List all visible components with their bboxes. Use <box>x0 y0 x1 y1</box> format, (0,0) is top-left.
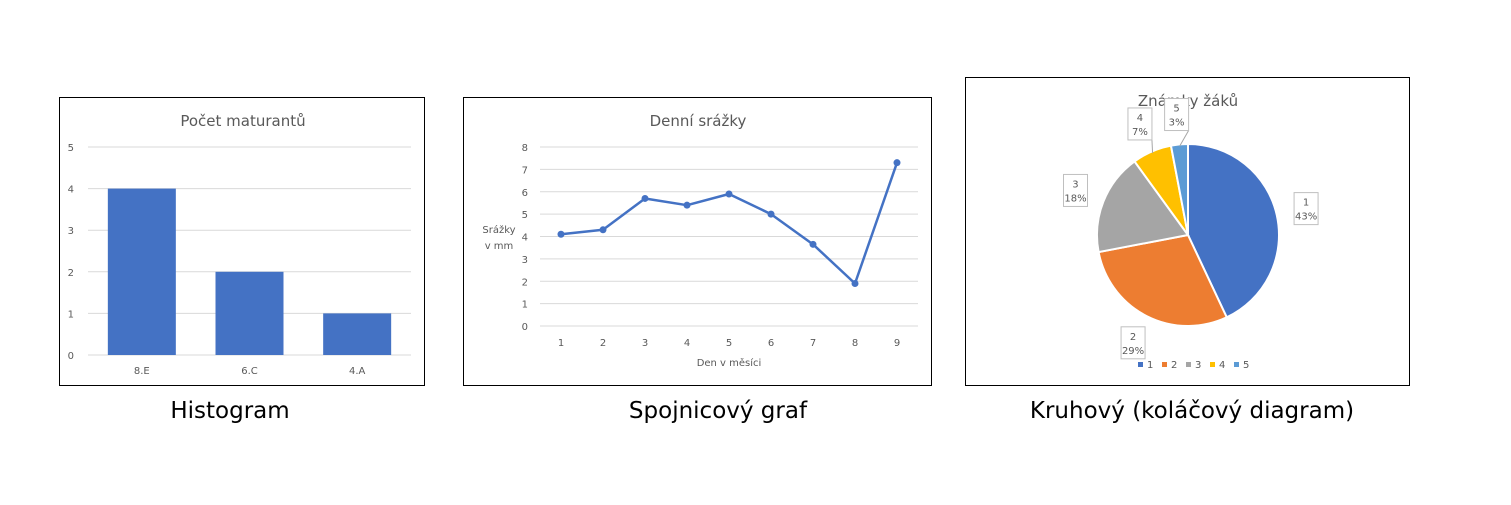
callout-box <box>1293 192 1319 226</box>
data-point <box>725 190 733 198</box>
y-tick-label: 2 <box>522 277 528 288</box>
y-tick-label: 3 <box>68 226 74 237</box>
x-tick-label: 8.E <box>134 366 150 377</box>
x-tick-label: 6.C <box>241 366 258 377</box>
callout-category: 3 <box>1072 179 1078 190</box>
y-tick-label: 2 <box>68 268 74 279</box>
data-point <box>557 230 565 238</box>
x-tick-label: 3 <box>642 338 648 349</box>
bar <box>107 188 176 355</box>
pie-slice <box>1169 142 1189 236</box>
series-line <box>560 162 899 285</box>
pie-slice <box>1097 233 1229 327</box>
callout-percent: 43% <box>1295 212 1317 223</box>
callout-percent: 3% <box>1169 118 1185 129</box>
data-point <box>851 279 859 287</box>
x-tick-label: 6 <box>768 338 774 349</box>
legend-swatch <box>1234 362 1239 367</box>
line-chart-plot: Denní srážky 0 1 2 3 4 5 6 7 8 1 2 3 4 5 6 7 8 9 Srážky v… <box>482 112 918 369</box>
bar <box>215 271 284 355</box>
y-tick-label: 0 <box>68 351 74 362</box>
histogram-caption: Histogram <box>170 398 290 424</box>
bar-chart-plot: Počet maturantů 0 1 2 3 4 5 8.E 6.C 4.A <box>68 112 411 377</box>
callout-box <box>1062 173 1088 207</box>
legend-label: 2 <box>1171 360 1177 371</box>
x-tick-label: 9 <box>894 338 900 349</box>
line-chart: Denní srážky 0 1 2 3 4 5 6 7 8 1 2 3 4 5 6 7 8 9 Srážky v… <box>463 97 932 386</box>
y-axis-label-line1: Srážky <box>482 224 515 236</box>
bar-chart-title: Počet maturantů <box>180 112 305 130</box>
x-tick-label: 1 <box>558 338 564 349</box>
y-tick-label: 3 <box>522 255 528 266</box>
y-tick-label: 8 <box>522 143 528 154</box>
callout-percent: 29% <box>1122 346 1144 357</box>
y-tick-label: 5 <box>68 143 74 154</box>
callout-percent: 7% <box>1132 127 1148 138</box>
x-tick-label: 8 <box>852 338 858 349</box>
histogram-chart: Počet maturantů 0 1 2 3 4 5 8.E 6.C 4.A <box>59 97 425 386</box>
x-tick-label: 5 <box>726 338 732 349</box>
y-axis-label-line2: v mm <box>485 241 514 252</box>
y-tick-label: 5 <box>522 210 528 221</box>
legend-label: 1 <box>1147 360 1153 371</box>
y-tick-label: 6 <box>522 188 528 199</box>
data-point <box>893 159 901 167</box>
x-tick-label: 4 <box>684 338 690 349</box>
data-point <box>683 201 691 209</box>
legend-label: 4 <box>1219 360 1225 371</box>
data-point <box>809 240 817 248</box>
callout-box <box>1120 326 1146 360</box>
data-point <box>767 210 775 218</box>
callout-percent: 18% <box>1064 193 1086 204</box>
y-tick-label: 0 <box>522 322 528 333</box>
legend-swatch <box>1210 362 1215 367</box>
pie-slice <box>1187 142 1280 319</box>
y-tick-label: 1 <box>68 309 74 320</box>
x-axis-label: Den v měsíci <box>697 357 762 369</box>
bar <box>323 313 392 355</box>
callout-box <box>1164 98 1190 132</box>
x-tick-label: 2 <box>600 338 606 349</box>
line-chart-title: Denní srážky <box>650 112 747 130</box>
y-tick-label: 7 <box>522 165 528 176</box>
pie-caption: Kruhový (koláčový diagram) <box>1029 398 1355 424</box>
callout-category: 2 <box>1130 332 1136 343</box>
legend-swatch <box>1138 362 1143 367</box>
data-point <box>599 226 607 234</box>
callout-leader <box>1151 139 1154 154</box>
y-tick-label: 4 <box>522 233 528 244</box>
legend-swatch <box>1186 362 1191 367</box>
y-tick-label: 4 <box>68 185 74 196</box>
legend-label: 5 <box>1243 360 1249 371</box>
x-tick-label: 4.A <box>349 366 366 377</box>
callout-box <box>1127 107 1153 141</box>
callout-category: 5 <box>1173 104 1179 115</box>
callout-category: 4 <box>1137 113 1143 124</box>
pie-slice <box>1096 159 1190 254</box>
legend-label: 3 <box>1195 360 1201 371</box>
callout-leader <box>1179 130 1190 147</box>
x-tick-label: 7 <box>810 338 816 349</box>
y-tick-label: 1 <box>522 300 528 311</box>
legend-swatch <box>1162 362 1167 367</box>
line-caption: Spojnicový graf <box>628 398 808 424</box>
data-point <box>641 194 649 202</box>
callout-category: 1 <box>1303 198 1309 209</box>
